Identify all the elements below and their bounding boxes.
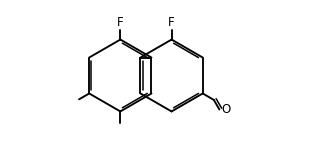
Text: F: F: [168, 16, 175, 29]
Text: F: F: [117, 16, 124, 29]
Text: O: O: [222, 103, 231, 116]
